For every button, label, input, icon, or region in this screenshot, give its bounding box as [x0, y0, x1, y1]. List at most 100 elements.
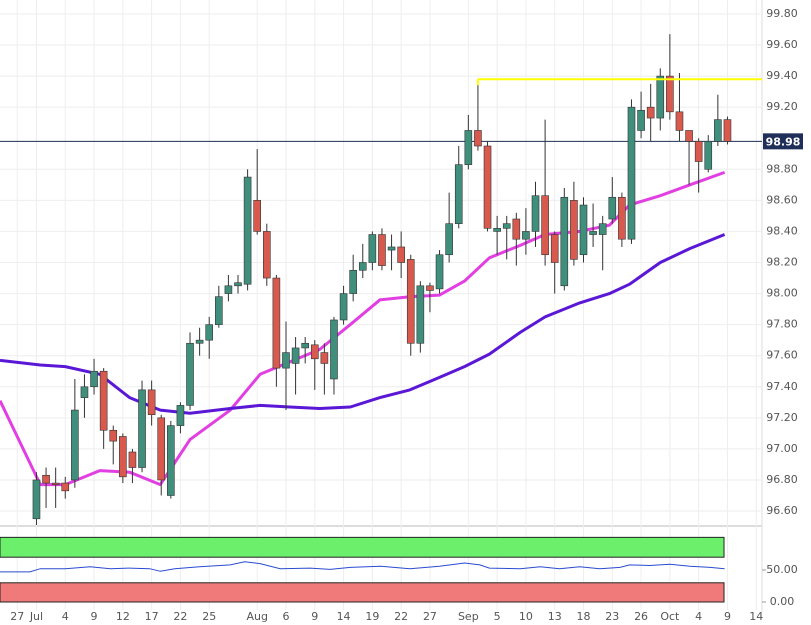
candle-body — [291, 347, 300, 364]
price-panel — [0, 34, 762, 525]
candle-body — [406, 259, 415, 344]
x-tick-label: Aug — [246, 610, 267, 623]
indicator-tick-label: 50.00 — [766, 563, 798, 576]
candle-body — [157, 417, 166, 481]
candle-body — [550, 234, 559, 263]
candle-body — [119, 436, 127, 478]
candle-body — [167, 425, 175, 496]
candle-body — [109, 429, 118, 442]
x-tick-label: 26 — [634, 610, 648, 623]
candle-body — [646, 106, 655, 119]
x-tick-label: 9 — [311, 610, 318, 623]
candle-body — [608, 196, 617, 220]
y-tick-label: 98.80 — [766, 162, 798, 175]
y-tick-label: 99.60 — [766, 38, 798, 51]
candle-body — [61, 482, 70, 492]
candle-body — [215, 296, 223, 325]
candle-body — [262, 231, 271, 279]
last-price-box — [763, 133, 803, 150]
indicator-line — [0, 561, 725, 573]
candle-body — [186, 342, 194, 406]
y-tick-label: 98.60 — [766, 193, 798, 206]
y-tick-label: 97.80 — [766, 318, 798, 331]
candle-body — [560, 196, 569, 287]
x-tick-label: 22 — [394, 610, 408, 623]
candle-body — [310, 344, 319, 360]
candle-body — [80, 386, 89, 398]
candle-body — [666, 75, 674, 113]
x-tick-label: 12 — [116, 610, 130, 623]
x-tick-label: 27 — [10, 610, 24, 623]
x-tick-label: Sep — [458, 610, 479, 623]
candle-body — [445, 223, 453, 256]
x-tick-label: 27 — [423, 610, 437, 623]
x-tick-label: Oct — [660, 610, 680, 623]
candle-body — [42, 474, 50, 484]
candle-body — [416, 285, 425, 344]
y-tick-label: 99.80 — [766, 7, 798, 20]
candle-body — [368, 234, 377, 263]
candle-body — [704, 141, 713, 170]
candle-body — [128, 451, 137, 468]
y-tick-label: 99.20 — [766, 100, 798, 113]
y-tick-label: 99.40 — [766, 69, 798, 82]
candle-body — [195, 339, 204, 344]
x-tick-label: 14 — [337, 610, 351, 623]
candle-body — [99, 370, 108, 431]
candle-body — [320, 352, 329, 364]
candle-body — [598, 223, 607, 235]
moving-average — [0, 233, 726, 415]
y-tick-label: 98.20 — [766, 256, 798, 269]
candle-body — [330, 319, 338, 380]
candle-body — [397, 246, 405, 263]
candle-body — [522, 231, 530, 240]
candle-body — [282, 352, 290, 369]
candle-body — [349, 269, 357, 294]
x-tick-label: 17 — [145, 610, 159, 623]
candle-body — [570, 200, 578, 260]
candle-body — [464, 130, 473, 165]
y-tick-label: 96.60 — [766, 504, 798, 517]
x-tick-label: 9 — [91, 610, 98, 623]
x-tick-label: 14 — [749, 610, 763, 623]
candle-body — [589, 231, 597, 235]
candle-body — [253, 200, 261, 232]
candle-body — [435, 254, 444, 290]
candle-body — [426, 285, 434, 291]
candle-body — [138, 389, 146, 468]
candle-body — [176, 405, 185, 426]
candle-body — [272, 277, 281, 369]
candle-body — [618, 196, 626, 240]
candle-body — [71, 409, 79, 481]
candle-body — [723, 119, 732, 142]
candle-body — [694, 141, 703, 162]
candle-body — [358, 262, 367, 271]
moving-average — [0, 170, 726, 487]
candle-body — [474, 130, 482, 147]
candle-body — [685, 130, 693, 142]
candle-body — [243, 176, 252, 285]
candle-body — [205, 324, 214, 341]
candle-body — [234, 282, 242, 287]
candle-body — [378, 234, 386, 266]
y-tick-label: 96.80 — [766, 473, 798, 486]
x-tick-label: 9 — [724, 610, 731, 623]
y-tick-label: 98.00 — [766, 287, 798, 300]
x-tick-label: Jul — [29, 610, 43, 623]
x-tick-label: 5 — [494, 610, 501, 623]
indicator-zone — [0, 536, 725, 558]
candle-body — [454, 164, 463, 224]
candle-body — [483, 145, 492, 229]
x-tick-label: 22 — [173, 610, 187, 623]
candle-body — [32, 479, 41, 520]
candle-body — [675, 111, 684, 131]
candle-body — [637, 109, 645, 131]
candle-body — [387, 246, 396, 251]
x-tick-label: 10 — [519, 610, 533, 623]
candle-body — [531, 195, 540, 232]
axis-labels: 96.60 96.80 97.00 97.20 97.40 97.60 97.80 98.00… — [10, 7, 803, 623]
candle-body — [51, 482, 60, 485]
candle-body — [502, 223, 511, 229]
